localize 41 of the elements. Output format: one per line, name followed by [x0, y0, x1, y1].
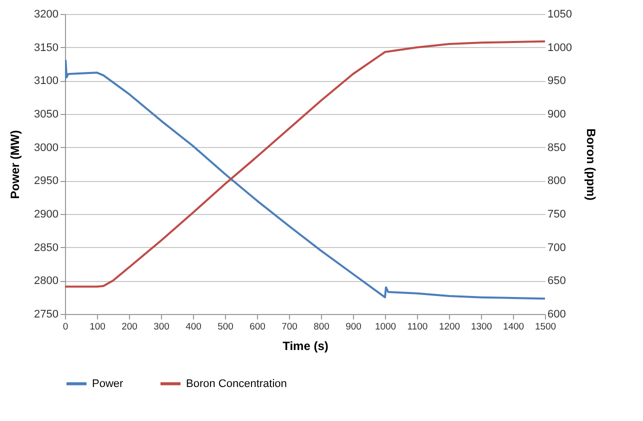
y-tick-label: 2900 [34, 208, 58, 220]
x-tick-label: 900 [346, 322, 362, 332]
y2-tick-label: 900 [548, 108, 566, 120]
x-tick-label: 1200 [438, 322, 460, 332]
legend-label: Power [92, 378, 124, 390]
x-tick-label: 1500 [534, 322, 556, 332]
x-tick-label: 700 [282, 322, 298, 332]
x-tick-label: 100 [90, 322, 106, 332]
x-tick-label: 1300 [470, 322, 492, 332]
y-tick-label: 2800 [34, 275, 58, 288]
y2-tick-label: 850 [548, 142, 566, 154]
x-tick-label: 200 [122, 322, 138, 332]
y2-tick-label: 1050 [548, 8, 572, 20]
y-tick-label: 3200 [34, 8, 58, 20]
y-tick-label: 2950 [34, 175, 58, 188]
x-tick-label: 500 [218, 322, 234, 332]
x-tick-label: 0 [62, 322, 68, 332]
x-tick-label: 1400 [502, 322, 524, 332]
y-tick-label: 3050 [34, 108, 58, 120]
y2-tick-label: 700 [548, 242, 566, 254]
y-tick-label: 3100 [34, 75, 58, 88]
legend-label: Boron Concentration [186, 378, 287, 390]
y-tick-label: 2750 [34, 308, 58, 320]
x-tick-label: 400 [186, 322, 202, 332]
y2-axis-title: Boron (ppm) [584, 128, 598, 200]
x-tick-label: 1000 [374, 322, 396, 332]
y-tick-label: 2850 [34, 242, 58, 254]
x-axis-title: Time (s) [282, 339, 328, 353]
x-tick-label: 800 [314, 322, 330, 332]
y-axis-title: Power (MW) [8, 130, 22, 199]
x-tick-label: 1100 [407, 322, 428, 332]
y2-tick-label: 800 [548, 175, 566, 188]
y2-tick-label: 1000 [548, 42, 572, 54]
y-tick-label: 3000 [34, 142, 58, 154]
x-tick-label: 600 [250, 322, 266, 332]
y2-tick-label: 600 [548, 308, 566, 320]
y2-tick-label: 950 [548, 75, 566, 88]
y-tick-label: 3150 [34, 42, 58, 54]
y2-tick-label: 750 [548, 208, 566, 220]
y2-tick-label: 650 [548, 275, 566, 288]
x-tick-label: 300 [154, 322, 170, 332]
